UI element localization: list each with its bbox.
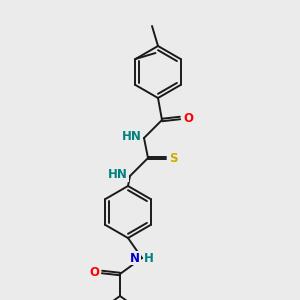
Text: H: H	[144, 251, 154, 265]
Text: O: O	[183, 112, 193, 124]
Text: HN: HN	[108, 169, 128, 182]
Text: HN: HN	[122, 130, 142, 143]
Text: S: S	[169, 152, 178, 164]
Text: N: N	[130, 251, 140, 265]
Text: O: O	[89, 266, 99, 278]
